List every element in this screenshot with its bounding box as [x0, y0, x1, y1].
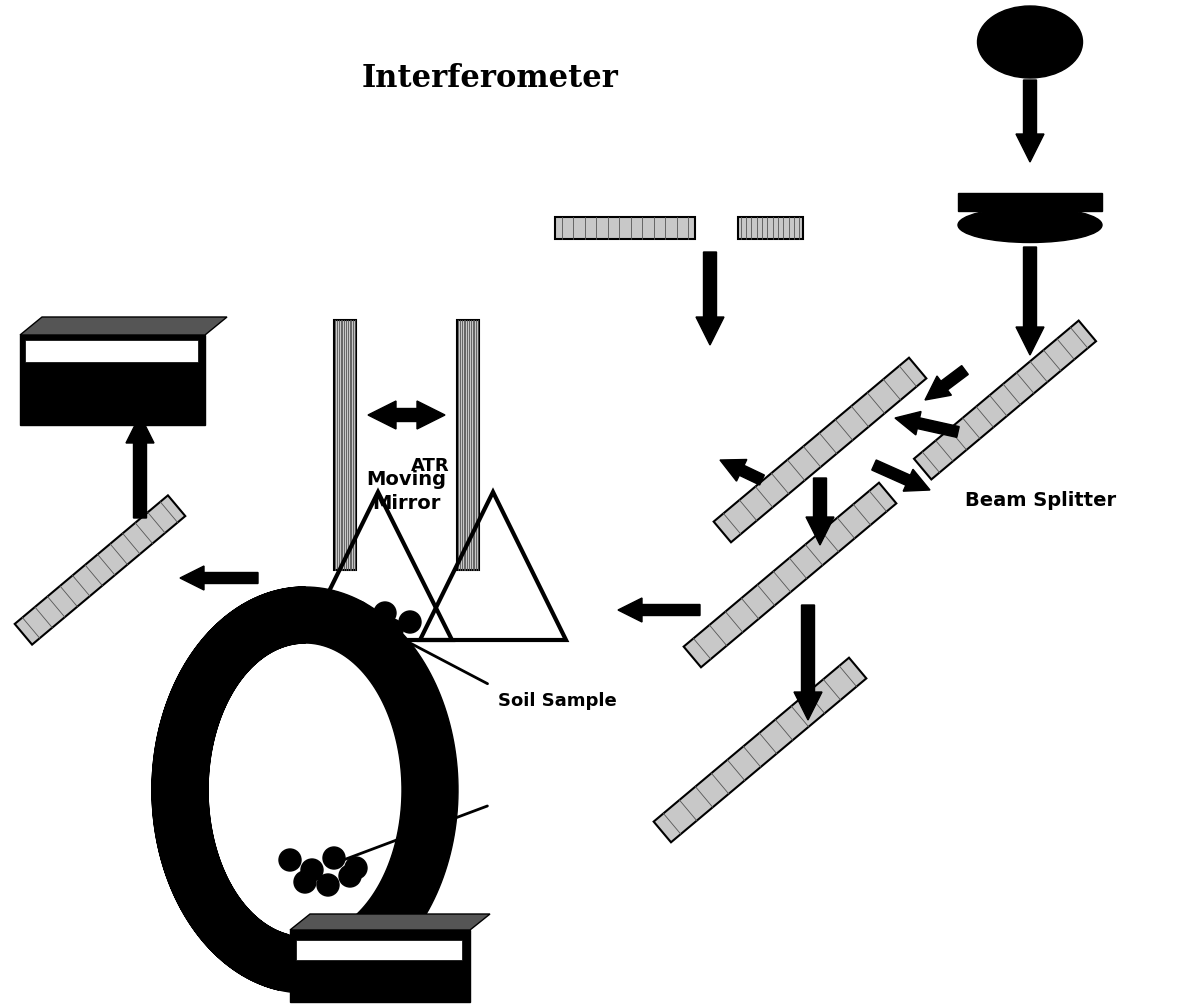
- Polygon shape: [457, 320, 478, 570]
- Polygon shape: [20, 317, 227, 335]
- Circle shape: [323, 847, 345, 869]
- FancyBboxPatch shape: [296, 940, 462, 960]
- Circle shape: [399, 611, 421, 633]
- Polygon shape: [695, 252, 724, 345]
- Text: Moving
Mirror: Moving Mirror: [366, 470, 446, 513]
- Text: ATR: ATR: [411, 457, 450, 475]
- Circle shape: [345, 857, 367, 879]
- Circle shape: [319, 599, 341, 621]
- FancyBboxPatch shape: [20, 335, 205, 425]
- Circle shape: [363, 613, 385, 635]
- Ellipse shape: [958, 207, 1102, 242]
- Circle shape: [279, 849, 301, 871]
- Ellipse shape: [977, 6, 1083, 78]
- Circle shape: [345, 619, 367, 641]
- Polygon shape: [894, 411, 959, 437]
- Circle shape: [339, 865, 361, 887]
- Circle shape: [347, 601, 369, 623]
- Circle shape: [309, 619, 331, 641]
- Polygon shape: [617, 598, 700, 622]
- Polygon shape: [683, 482, 897, 667]
- Circle shape: [317, 874, 339, 896]
- Polygon shape: [555, 217, 695, 239]
- Polygon shape: [924, 366, 969, 400]
- Polygon shape: [653, 657, 867, 842]
- Polygon shape: [806, 478, 835, 545]
- Polygon shape: [335, 320, 356, 570]
- FancyBboxPatch shape: [958, 193, 1102, 211]
- Polygon shape: [914, 321, 1096, 479]
- FancyBboxPatch shape: [25, 340, 198, 362]
- FancyBboxPatch shape: [290, 930, 470, 1002]
- Polygon shape: [14, 495, 186, 644]
- Circle shape: [374, 602, 396, 624]
- Polygon shape: [368, 401, 445, 429]
- Polygon shape: [290, 914, 490, 930]
- Polygon shape: [1016, 80, 1044, 162]
- Circle shape: [381, 619, 403, 641]
- Polygon shape: [713, 358, 927, 543]
- Circle shape: [294, 871, 317, 893]
- Polygon shape: [1016, 247, 1044, 355]
- Text: Interferometer: Interferometer: [362, 62, 619, 93]
- Polygon shape: [872, 460, 930, 491]
- Circle shape: [301, 859, 323, 881]
- Polygon shape: [794, 605, 823, 720]
- Polygon shape: [737, 217, 802, 239]
- Polygon shape: [721, 459, 765, 485]
- Text: Beam Splitter: Beam Splitter: [965, 490, 1116, 510]
- Polygon shape: [180, 566, 258, 590]
- Polygon shape: [126, 415, 153, 518]
- Text: Soil Sample: Soil Sample: [498, 692, 616, 710]
- Polygon shape: [152, 587, 458, 993]
- Circle shape: [327, 611, 349, 633]
